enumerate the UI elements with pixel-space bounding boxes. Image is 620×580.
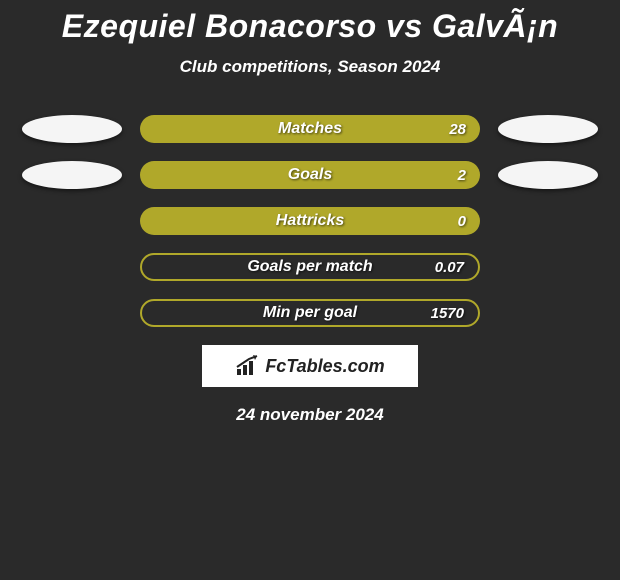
stat-value: 1570 bbox=[431, 305, 464, 322]
stat-row: Min per goal 1570 bbox=[0, 299, 620, 327]
stat-value: 2 bbox=[458, 167, 466, 184]
stat-label: Goals per match bbox=[247, 258, 372, 276]
stat-label: Hattricks bbox=[276, 212, 344, 230]
right-spacer bbox=[498, 299, 598, 327]
logo-box: FcTables.com bbox=[202, 345, 418, 387]
stat-value: 0 bbox=[458, 213, 466, 230]
left-spacer bbox=[22, 207, 122, 235]
chart-icon bbox=[235, 355, 261, 377]
page-title: Ezequiel Bonacorso vs GalvÃ¡n bbox=[0, 0, 620, 45]
stat-value: 28 bbox=[449, 121, 466, 138]
stat-bar: Matches 28 bbox=[140, 115, 480, 143]
right-spacer bbox=[498, 207, 598, 235]
stat-label: Min per goal bbox=[263, 304, 357, 322]
stat-label: Goals bbox=[288, 166, 332, 184]
left-spacer bbox=[22, 253, 122, 281]
right-bubble bbox=[498, 115, 598, 143]
stat-row: Goals 2 bbox=[0, 161, 620, 189]
right-spacer bbox=[498, 253, 598, 281]
stat-value: 0.07 bbox=[435, 259, 464, 276]
left-bubble bbox=[22, 161, 122, 189]
stat-rows: Matches 28 Goals 2 Hattricks 0 Goals per match… bbox=[0, 115, 620, 327]
stat-bar: Goals per match 0.07 bbox=[140, 253, 480, 281]
date: 24 november 2024 bbox=[0, 405, 620, 425]
stat-label: Matches bbox=[278, 120, 342, 138]
stat-bar: Goals 2 bbox=[140, 161, 480, 189]
subtitle: Club competitions, Season 2024 bbox=[0, 57, 620, 77]
stat-bar: Hattricks 0 bbox=[140, 207, 480, 235]
left-spacer bbox=[22, 299, 122, 327]
stat-bar: Min per goal 1570 bbox=[140, 299, 480, 327]
logo-text: FcTables.com bbox=[265, 356, 384, 377]
stat-row: Matches 28 bbox=[0, 115, 620, 143]
left-bubble bbox=[22, 115, 122, 143]
stat-row: Goals per match 0.07 bbox=[0, 253, 620, 281]
right-bubble bbox=[498, 161, 598, 189]
stat-row: Hattricks 0 bbox=[0, 207, 620, 235]
